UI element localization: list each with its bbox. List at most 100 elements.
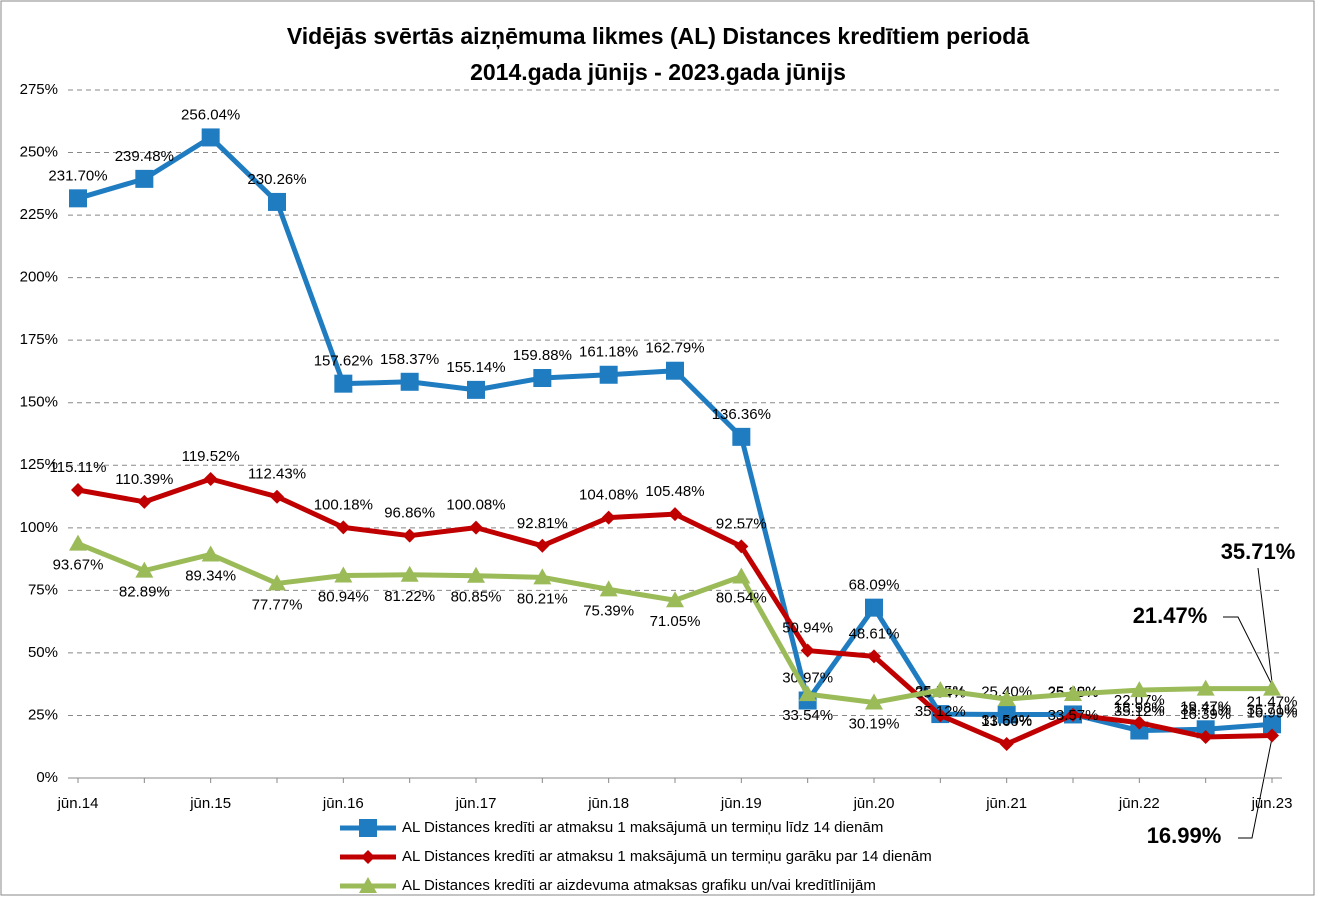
marker: [268, 192, 286, 211]
data-label: 89.34%: [185, 567, 236, 584]
y-tick-label: 75%: [28, 581, 58, 598]
marker: [359, 877, 377, 893]
chart-title: 2014.gada jūnijs - 2023.gada jūnijs: [470, 59, 846, 85]
marker: [933, 708, 948, 723]
data-label: 80.54%: [716, 589, 767, 606]
marker: [135, 561, 154, 578]
marker: [69, 534, 87, 551]
data-label: 239.48%: [115, 148, 174, 165]
data-label: 81.22%: [384, 588, 435, 605]
marker: [469, 520, 483, 535]
marker: [601, 510, 616, 525]
marker: [997, 705, 1016, 724]
marker: [334, 374, 353, 393]
marker: [268, 574, 286, 591]
data-label: 71.05%: [650, 613, 701, 630]
marker: [732, 427, 751, 446]
data-label: 18.98%: [1114, 699, 1165, 716]
marker: [1263, 679, 1281, 696]
marker: [599, 365, 618, 384]
data-label: 48.61%: [849, 625, 900, 642]
y-tick-label: 0%: [36, 769, 58, 786]
marker: [400, 372, 419, 391]
y-tick-label: 100%: [20, 519, 58, 536]
data-label: 157.62%: [314, 353, 373, 370]
marker: [997, 690, 1016, 707]
y-tick-label: 125%: [20, 456, 58, 473]
marker: [999, 736, 1014, 751]
marker: [69, 189, 87, 208]
marker: [867, 649, 881, 664]
marker: [865, 693, 883, 710]
marker: [467, 566, 485, 583]
x-tick-label: jūn.21: [985, 795, 1027, 812]
data-label: 96.86%: [384, 505, 435, 522]
data-label: 136.36%: [712, 406, 771, 423]
data-label: 92.57%: [716, 515, 767, 532]
marker: [1196, 679, 1215, 696]
legend-label: AL Distances kredīti ar atmaksu 1 maksāj…: [402, 848, 932, 865]
data-label: 30.19%: [849, 715, 900, 732]
marker: [734, 539, 749, 554]
data-label: 80.94%: [318, 588, 369, 605]
marker: [402, 528, 417, 543]
y-tick-label: 275%: [20, 81, 58, 98]
marker: [668, 507, 682, 522]
data-label: 110.39%: [115, 471, 173, 488]
marker: [1132, 715, 1147, 730]
callout: 16.99%: [1147, 823, 1222, 848]
marker: [201, 128, 220, 147]
callout: 35.71%: [1221, 539, 1296, 564]
data-label: 100.08%: [446, 497, 505, 514]
callout-leader: [1257, 567, 1273, 683]
data-label: 92.81%: [517, 515, 568, 532]
marker: [666, 361, 684, 380]
marker: [71, 483, 85, 498]
marker: [599, 580, 618, 597]
y-tick-label: 200%: [20, 269, 58, 286]
x-tick-label: jūn.22: [1118, 795, 1160, 812]
data-label: 162.79%: [645, 340, 704, 357]
data-label: 19.47%: [1180, 698, 1231, 715]
marker: [334, 566, 353, 583]
data-label: 35.12%: [1114, 703, 1165, 720]
x-tick-label: jūn.20: [853, 795, 895, 812]
data-label: 119.52%: [182, 448, 240, 465]
data-label: 35.71%: [1247, 702, 1298, 719]
marker: [533, 568, 552, 585]
data-label: 256.04%: [181, 106, 240, 123]
data-label: 155.14%: [446, 359, 505, 376]
data-label: 104.08%: [579, 487, 638, 504]
x-tick-label: jūn.16: [322, 795, 364, 812]
marker: [533, 369, 552, 388]
x-tick-label: jūn.23: [1251, 795, 1293, 812]
callout: 21.47%: [1133, 603, 1208, 628]
y-tick-label: 25%: [28, 706, 58, 723]
marker: [137, 494, 152, 509]
data-label: 161.18%: [579, 344, 638, 361]
chart-title: Vidējās svērtās aizņēmuma likmes (AL) Di…: [287, 23, 1029, 49]
data-label: 77.77%: [252, 596, 303, 613]
marker: [201, 545, 220, 562]
data-label: 231.70%: [48, 167, 107, 184]
data-label: 33.54%: [782, 707, 833, 724]
marker: [400, 565, 419, 582]
data-label: 230.26%: [247, 171, 306, 188]
data-label: 82.89%: [119, 584, 170, 601]
data-label: 80.85%: [451, 589, 502, 606]
x-tick-label: jūn.19: [720, 795, 762, 812]
marker: [1265, 728, 1279, 743]
data-label: 68.09%: [849, 577, 900, 594]
marker: [467, 380, 485, 399]
y-tick-label: 150%: [20, 394, 58, 411]
data-label: 33.57%: [1048, 707, 1099, 724]
marker: [270, 489, 284, 504]
marker: [800, 643, 815, 658]
marker: [931, 681, 950, 698]
data-label: 35.12%: [915, 703, 966, 720]
callout-leader: [1223, 616, 1273, 686]
x-tick-label: jūn.15: [189, 795, 231, 812]
marker: [732, 567, 751, 584]
data-label: 16.99%: [1247, 704, 1298, 721]
data-label: 115.11%: [50, 459, 107, 476]
